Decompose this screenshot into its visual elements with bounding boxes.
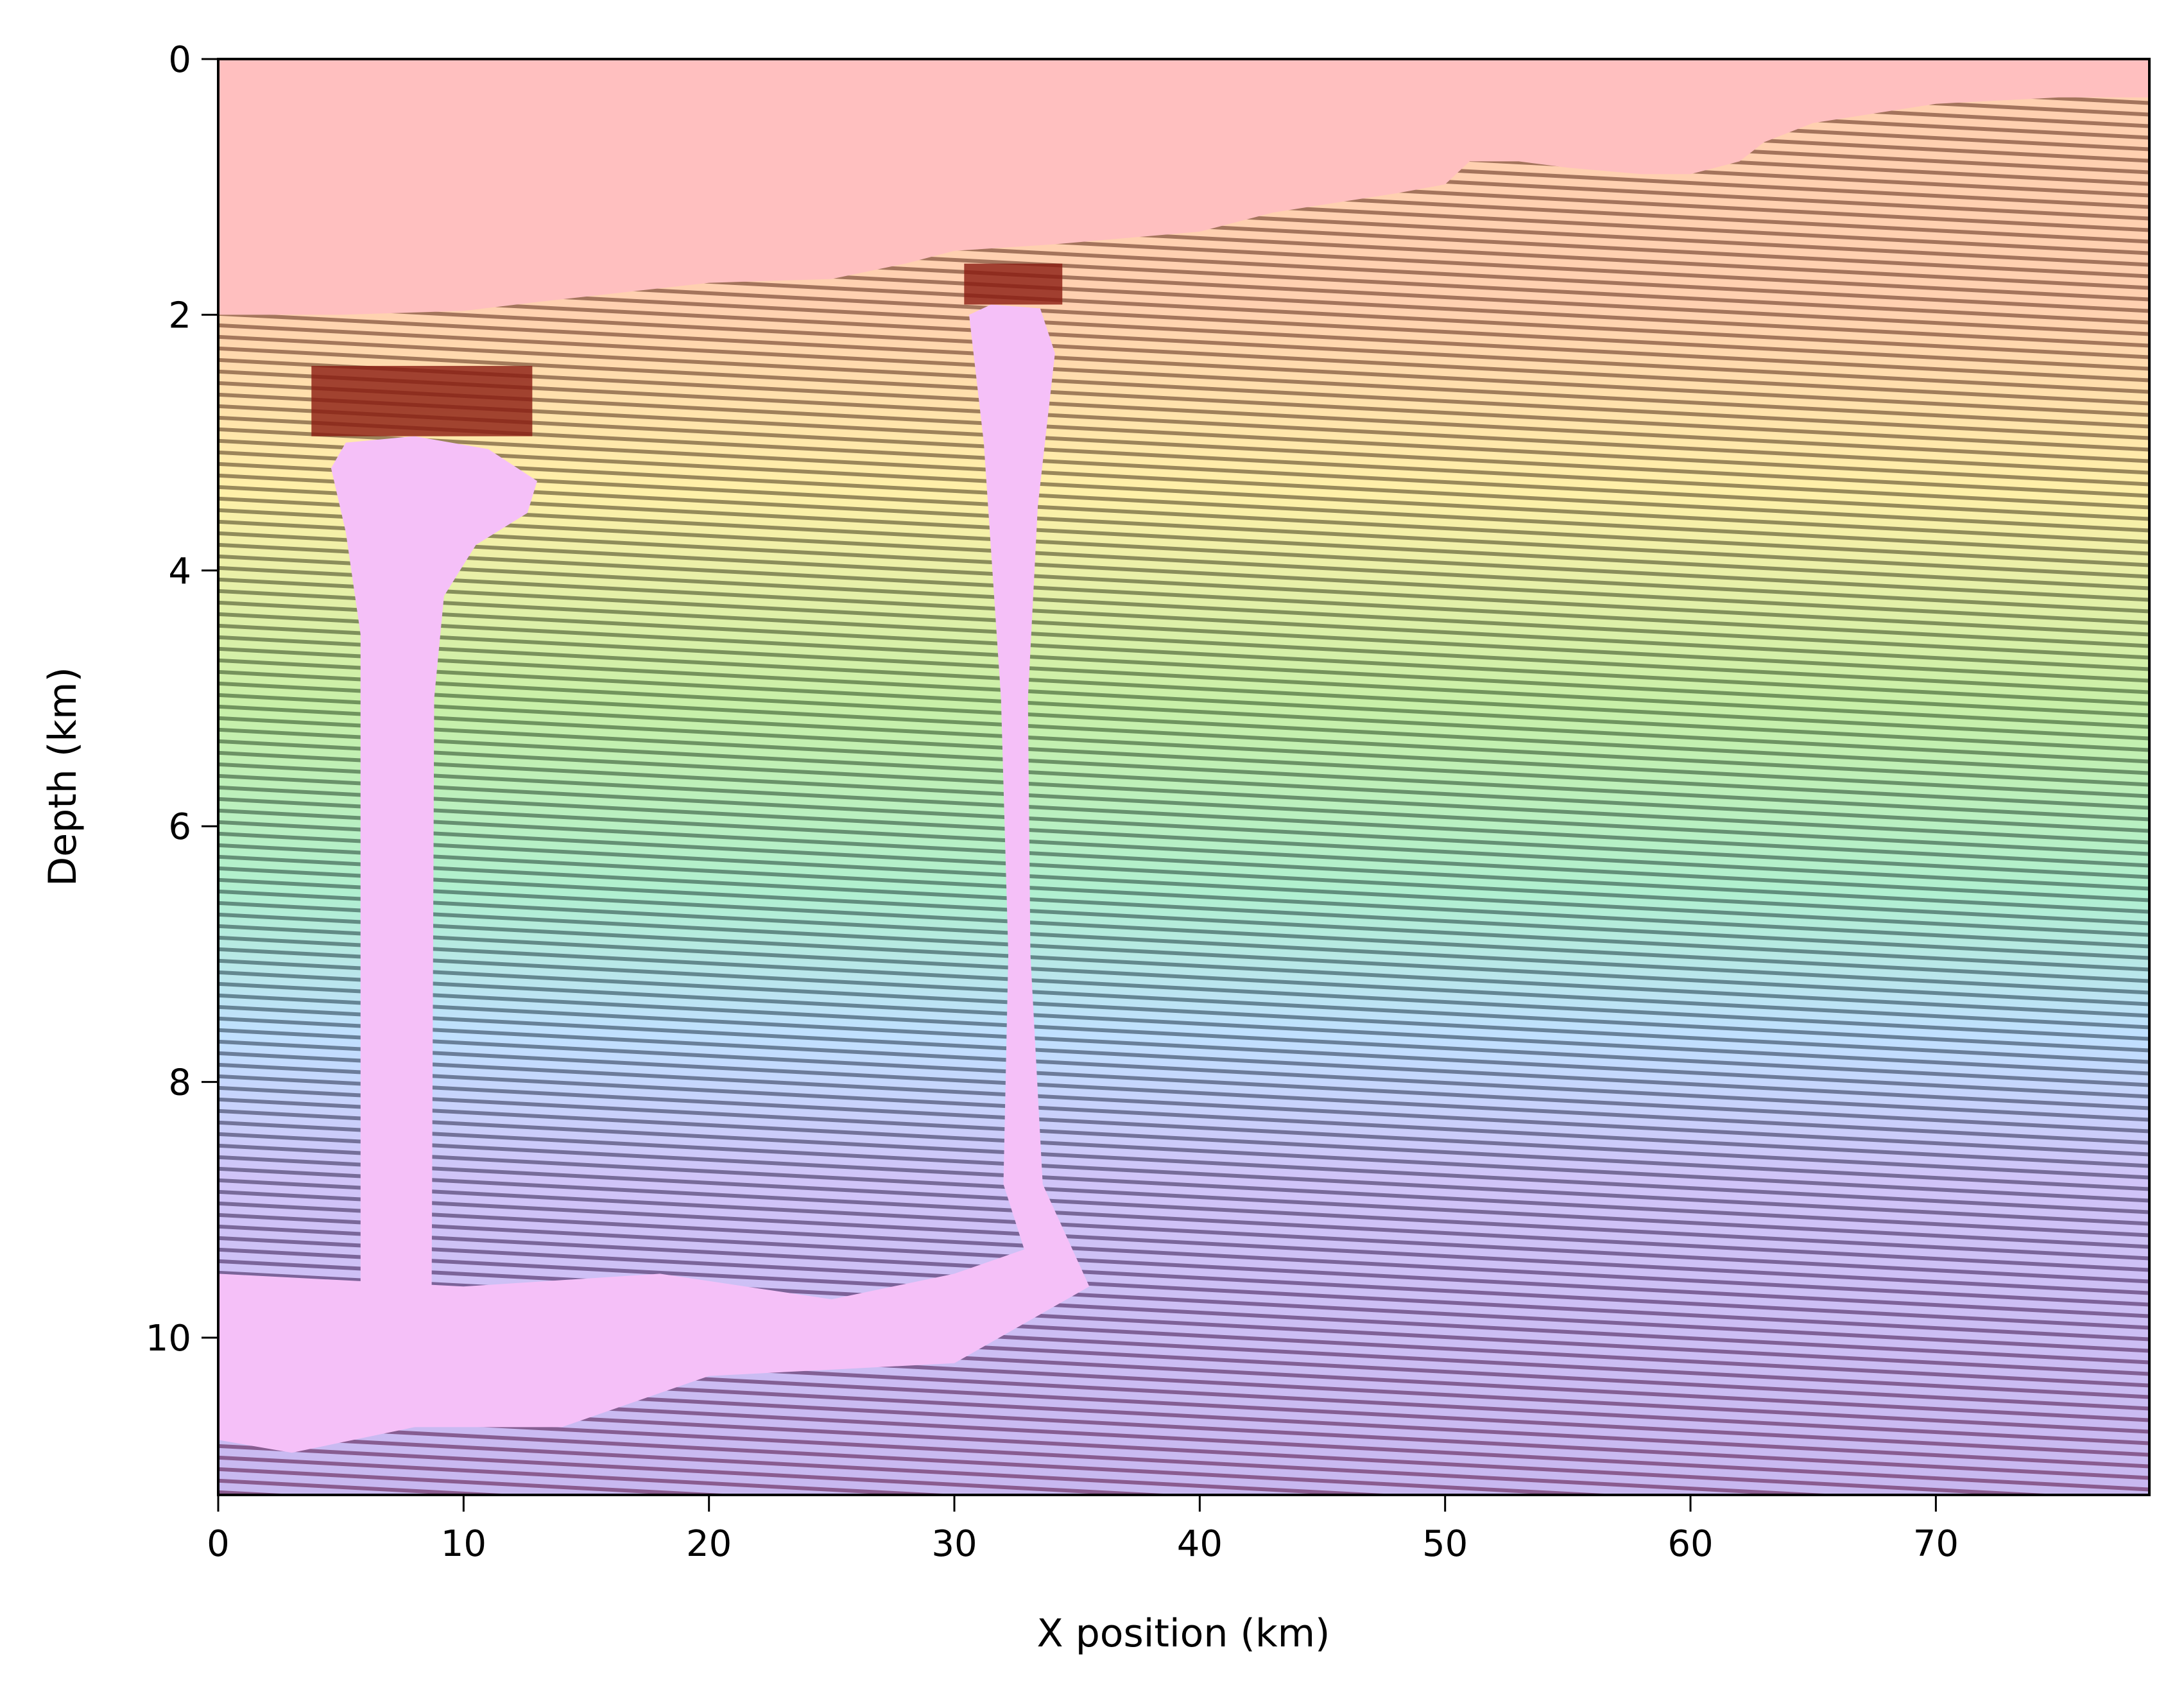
y-tick-label: 2: [168, 295, 191, 336]
image-area: [218, 59, 2149, 1495]
y-tick-label: 6: [168, 806, 191, 848]
water-layer: [218, 59, 2149, 315]
salt-cap-left: [311, 366, 533, 436]
salt-body-middle: [969, 304, 1090, 1287]
y-tick-label: 8: [168, 1062, 191, 1104]
y-axis-label: Depth (km): [40, 667, 85, 886]
x-tick-label: 10: [441, 1523, 486, 1565]
x-tick-label: 40: [1177, 1523, 1223, 1565]
salt-cap-middle: [964, 263, 1063, 305]
salt-base-layer: [218, 1248, 1090, 1453]
x-tick-label: 70: [1913, 1523, 1959, 1565]
x-tick-label: 30: [931, 1523, 977, 1565]
x-tick-label: 50: [1422, 1523, 1468, 1565]
y-axis: 0 2 4 6 8 10: [146, 39, 218, 1359]
x-tick-label: 0: [207, 1523, 230, 1565]
x-tick-label: 20: [686, 1523, 732, 1565]
y-tick-label: 4: [168, 551, 191, 592]
x-axis: 0 10 20 30 40 50 60 70: [207, 1495, 1959, 1565]
x-tick-label: 60: [1667, 1523, 1713, 1565]
y-tick-label: 10: [146, 1318, 191, 1359]
salt-body-left: [331, 436, 537, 1287]
x-axis-label: X position (km): [1037, 1611, 1330, 1656]
y-tick-label: 0: [168, 39, 191, 81]
plot-frame: [217, 58, 2151, 1496]
